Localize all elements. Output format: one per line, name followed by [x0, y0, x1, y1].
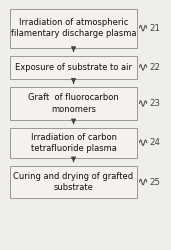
Text: Irradiation of atmospheric
filamentary discharge plasma: Irradiation of atmospheric filamentary d… [11, 18, 136, 38]
FancyBboxPatch shape [10, 56, 137, 79]
Text: 25: 25 [150, 178, 161, 186]
Text: Exposure of substrate to air: Exposure of substrate to air [15, 63, 132, 72]
FancyBboxPatch shape [10, 9, 137, 48]
Text: Curing and drying of grafted
substrate: Curing and drying of grafted substrate [14, 172, 134, 192]
FancyBboxPatch shape [10, 128, 137, 158]
Text: 21: 21 [150, 24, 161, 32]
Text: 23: 23 [150, 99, 161, 108]
Text: Irradiation of carbon
tetrafluoride plasma: Irradiation of carbon tetrafluoride plas… [31, 132, 116, 153]
FancyBboxPatch shape [10, 87, 137, 120]
Text: 24: 24 [150, 138, 161, 147]
Text: 22: 22 [150, 63, 161, 72]
FancyBboxPatch shape [10, 166, 137, 198]
Text: Graft  of fluorocarbon
monomers: Graft of fluorocarbon monomers [28, 93, 119, 114]
